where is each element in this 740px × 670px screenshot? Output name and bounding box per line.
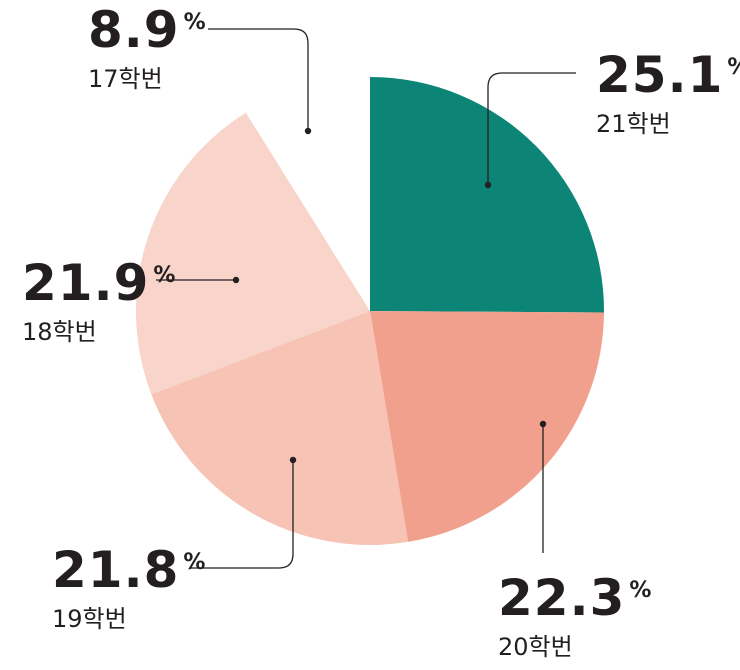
data-label-19-unit: % bbox=[183, 550, 206, 575]
leader-dot-19 bbox=[289, 456, 297, 464]
pie-slice-18 bbox=[136, 112, 370, 395]
leader-line-17 bbox=[208, 28, 309, 131]
data-label-20-unit: % bbox=[629, 578, 652, 603]
leader-line-21 bbox=[487, 72, 576, 185]
pie-slice-21 bbox=[370, 77, 605, 313]
label-group-21: 25.1% 21학번 bbox=[596, 50, 740, 136]
label-group-19: 21.8% 19학번 bbox=[52, 545, 205, 631]
leader-dot-17 bbox=[304, 127, 312, 135]
leader-line-19 bbox=[190, 460, 294, 569]
pie-slice-19 bbox=[151, 311, 409, 545]
data-label-17-unit: % bbox=[183, 10, 206, 35]
leader-dot-18 bbox=[232, 276, 240, 284]
pie-slice-17 bbox=[245, 77, 370, 311]
slice-label-20: 20학번 bbox=[498, 633, 573, 661]
slice-label-21: 21학번 bbox=[596, 110, 671, 138]
slice-label-18: 18학번 bbox=[22, 318, 97, 346]
data-label-18-unit: % bbox=[153, 263, 176, 288]
pie-slices bbox=[136, 77, 605, 545]
data-label-17-value: 8.9 bbox=[88, 1, 180, 59]
data-label-21-value: 25.1 bbox=[596, 46, 724, 104]
label-group-17: 8.9% 17학번 bbox=[88, 5, 206, 91]
slice-label-17: 17학번 bbox=[88, 65, 163, 93]
data-label-19-value: 21.8 bbox=[52, 541, 180, 599]
data-label-18-value: 21.9 bbox=[22, 254, 150, 312]
leader-dot-21 bbox=[484, 181, 492, 189]
label-group-20: 22.3% 20학번 bbox=[498, 573, 651, 659]
data-label-20-value: 22.3 bbox=[498, 569, 626, 627]
slice-label-19: 19학번 bbox=[52, 605, 127, 633]
label-group-18: 21.9% 18학번 bbox=[22, 258, 175, 344]
pie-slice-20 bbox=[370, 311, 604, 542]
data-label-21-unit: % bbox=[727, 55, 740, 80]
leader-dot-20 bbox=[539, 420, 547, 428]
leader-lines bbox=[156, 28, 576, 569]
